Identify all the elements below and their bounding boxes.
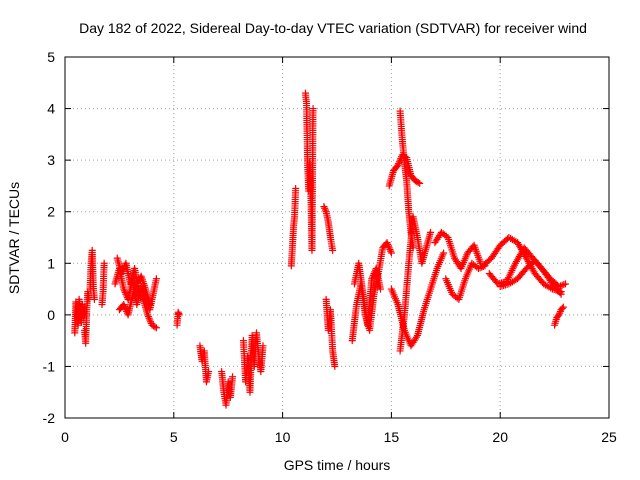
x-tick-label: 20 bbox=[492, 429, 508, 445]
data-point bbox=[383, 239, 391, 247]
data-point bbox=[558, 304, 566, 312]
data-point bbox=[368, 275, 376, 283]
y-tick-label: -1 bbox=[43, 358, 56, 374]
data-point bbox=[119, 266, 127, 274]
data-point bbox=[384, 240, 392, 248]
data-point bbox=[560, 281, 568, 289]
data-point bbox=[145, 314, 153, 322]
data-point bbox=[147, 318, 155, 326]
data-point bbox=[556, 289, 564, 297]
x-axis-title: GPS time / hours bbox=[284, 457, 391, 473]
data-point bbox=[387, 247, 395, 255]
data-point bbox=[90, 295, 98, 303]
data-point bbox=[369, 271, 377, 279]
data-point bbox=[377, 285, 385, 293]
data-point bbox=[414, 178, 422, 186]
data-point bbox=[331, 362, 339, 370]
data-point bbox=[146, 316, 154, 324]
data-point bbox=[292, 185, 300, 193]
y-tick-label: 1 bbox=[47, 255, 55, 271]
data-point bbox=[412, 333, 420, 341]
x-tick-label: 10 bbox=[275, 429, 291, 445]
data-point bbox=[144, 313, 152, 321]
data-point bbox=[386, 246, 394, 254]
data-point bbox=[146, 301, 154, 309]
data-point bbox=[138, 294, 146, 302]
data-point bbox=[144, 311, 152, 319]
data-point bbox=[118, 270, 126, 278]
y-tick-label: 2 bbox=[47, 204, 55, 220]
x-tick-label: 5 bbox=[170, 429, 178, 445]
chart-title: Day 182 of 2022, Sidereal Day-to-day VTE… bbox=[79, 20, 587, 36]
data-point bbox=[440, 249, 448, 257]
data-point bbox=[385, 244, 393, 252]
data-point bbox=[557, 282, 565, 290]
data-point bbox=[120, 301, 128, 309]
data-point bbox=[321, 206, 329, 214]
data-point bbox=[259, 342, 267, 350]
y-tick-label: 4 bbox=[47, 101, 55, 117]
x-tick-label: 15 bbox=[384, 429, 400, 445]
data-point bbox=[151, 323, 159, 331]
data-point bbox=[229, 373, 237, 381]
data-point bbox=[152, 275, 160, 283]
data-point bbox=[320, 203, 328, 211]
data-point bbox=[121, 304, 129, 312]
data-point bbox=[394, 161, 402, 169]
data-point bbox=[387, 249, 395, 257]
tick-label-layer: 0 5 10 15 20 25 -2 -1 0 1 2 3 4 5 bbox=[43, 49, 617, 445]
data-point bbox=[175, 311, 183, 319]
data-point bbox=[427, 228, 435, 236]
y-tick-label: 3 bbox=[47, 152, 55, 168]
data-point bbox=[558, 281, 566, 289]
data-point bbox=[329, 246, 337, 254]
x-tick-label: 25 bbox=[601, 429, 617, 445]
data-point bbox=[561, 280, 569, 288]
data-point bbox=[205, 368, 213, 376]
data-point bbox=[309, 105, 317, 113]
y-tick-label: -2 bbox=[43, 410, 56, 426]
data-points-layer bbox=[71, 89, 569, 409]
y-tick-label: 5 bbox=[47, 49, 55, 65]
data-point bbox=[321, 204, 329, 212]
data-point bbox=[152, 324, 160, 332]
data-point bbox=[395, 158, 403, 166]
data-point bbox=[416, 179, 424, 187]
data-point bbox=[559, 303, 567, 311]
plot-frame bbox=[64, 56, 610, 419]
x-tick-label: 0 bbox=[61, 429, 69, 445]
y-tick-label: 0 bbox=[47, 307, 55, 323]
data-point bbox=[555, 311, 563, 319]
data-point bbox=[556, 309, 564, 317]
data-point bbox=[474, 264, 482, 272]
data-point bbox=[100, 259, 108, 267]
data-point bbox=[395, 160, 403, 168]
data-point bbox=[384, 242, 392, 250]
y-axis-title: SDTVAR / TECUs bbox=[6, 182, 22, 294]
data-point bbox=[557, 290, 565, 298]
data-point bbox=[121, 289, 129, 297]
data-point bbox=[120, 285, 128, 293]
